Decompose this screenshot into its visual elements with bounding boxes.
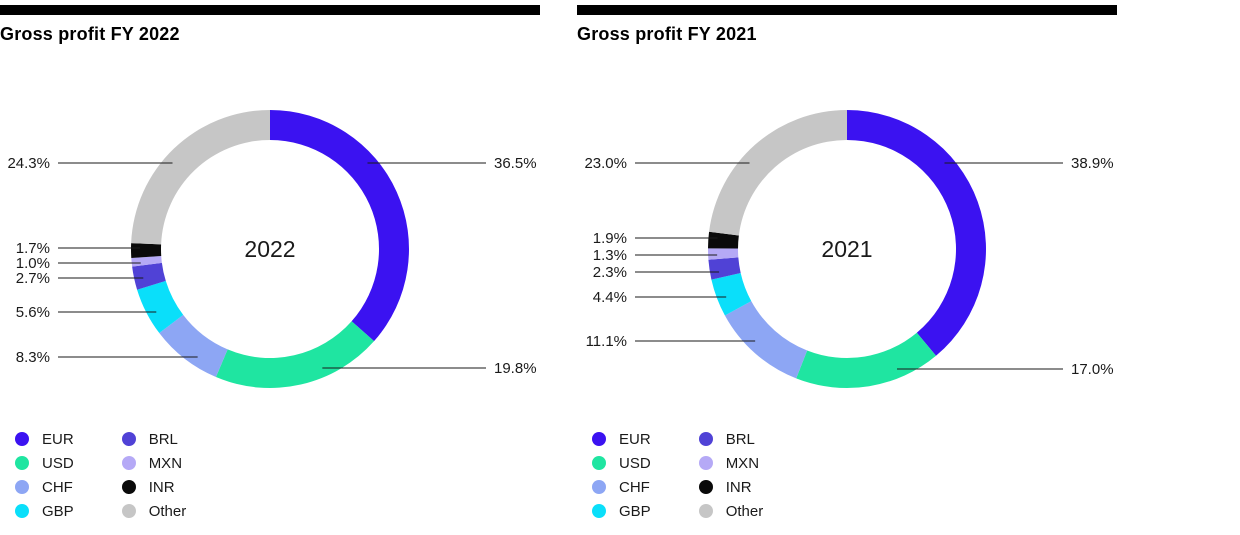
legend-item-gbp: GBP (15, 499, 74, 523)
slice-eur (847, 110, 986, 356)
legend-item-brl: BRL (698, 427, 764, 451)
legend-item-other: Other (698, 499, 764, 523)
legend-item-mxn: MXN (698, 451, 764, 475)
center-year-label: 2022 (244, 236, 295, 262)
legend-label-other: Other (148, 502, 187, 520)
legend-fy2021: EUR USD CHF GBP BRL MXN INR Other (592, 427, 763, 523)
legend-item-inr: INR (121, 475, 187, 499)
legend-swatch-inr (698, 480, 713, 494)
slice-brl (708, 257, 741, 280)
slice-chf (724, 301, 808, 379)
percent-label-other: 23.0% (584, 155, 627, 172)
legend-label-usd: USD (42, 454, 74, 472)
legend-item-other: Other (121, 499, 187, 523)
percent-label-usd: 17.0% (1071, 361, 1114, 378)
legend-label-other: Other (725, 502, 764, 520)
legend-swatch-usd (592, 456, 606, 470)
legend-swatch-eur (15, 432, 29, 446)
legend-item-inr: INR (698, 475, 764, 499)
legend-item-chf: CHF (15, 475, 74, 499)
slice-gbp (137, 280, 184, 334)
legend-item-chf: CHF (592, 475, 651, 499)
legend-item-usd: USD (592, 451, 651, 475)
legend-item-usd: USD (15, 451, 74, 475)
percent-label-inr: 1.7% (16, 240, 50, 257)
legend-fy2022: EUR USD CHF GBP BRL MXN INR Other (15, 427, 186, 523)
slice-usd (796, 332, 937, 388)
percent-label-other: 24.3% (7, 155, 50, 172)
legend-swatch-gbp (592, 504, 606, 518)
slice-mxn (707, 248, 739, 260)
slice-brl (132, 262, 166, 290)
legend-item-eur: EUR (592, 427, 651, 451)
percent-label-gbp: 5.6% (16, 304, 50, 321)
legend-label-chf: CHF (619, 478, 650, 496)
legend-item-brl: BRL (121, 427, 187, 451)
chart-block-fy2022: Gross profit FY 2022 36.5% 19.8% 8.3% 5.6% 2… (0, 0, 540, 535)
donut-chart-fy2021: 38.9% 17.0% 11.1% 4.4% 2.3%1.3%1.9% 23.0% 2021 (584, 110, 1114, 388)
slice-other (709, 110, 847, 236)
legend-swatch-brl (698, 432, 713, 446)
slice-other (131, 110, 270, 245)
chart-title-fy2022: Gross profit FY 2022 (0, 24, 180, 44)
legend-label-eur: EUR (619, 430, 651, 448)
percent-label-brl: 2.3% (593, 264, 627, 281)
legend-label-gbp: GBP (619, 502, 651, 520)
percent-label-eur: 38.9% (1071, 155, 1114, 172)
percent-label-gbp: 4.4% (593, 289, 627, 306)
center-year-label: 2021 (821, 236, 872, 262)
percent-label-brl: 2.7% (16, 270, 50, 287)
percent-label-mxn: 1.0% (16, 255, 50, 272)
legend-item-eur: EUR (15, 427, 74, 451)
legend-swatch-gbp (15, 504, 29, 518)
slice-inr (708, 231, 739, 249)
legend-swatch-chf (592, 480, 606, 494)
slice-eur (270, 110, 409, 342)
legend-swatch-usd (15, 456, 29, 470)
legend-label-chf: CHF (42, 478, 73, 496)
chart-title-fy2021: Gross profit FY 2021 (577, 24, 757, 44)
slice-chf (159, 314, 228, 378)
percent-label-inr: 1.9% (593, 230, 627, 247)
legend-label-mxn: MXN (148, 454, 183, 472)
percent-label-chf: 11.1% (586, 333, 627, 350)
chart-block-fy2021: Gross profit FY 2021 38.9% 17.0% 11.1% 4.4%… (577, 0, 1117, 535)
percent-label-eur: 36.5% (494, 155, 537, 172)
legend-label-brl: BRL (148, 430, 178, 448)
slice-mxn (131, 256, 162, 267)
legend-swatch-mxn (698, 456, 713, 470)
legend-label-gbp: GBP (42, 502, 74, 520)
legend-label-brl: BRL (725, 430, 755, 448)
divider-bar (0, 5, 540, 15)
legend-swatch-inr (121, 480, 136, 494)
legend-item-mxn: MXN (121, 451, 187, 475)
legend-swatch-eur (592, 432, 606, 446)
percent-label-chf: 8.3% (16, 349, 50, 366)
divider-bar (577, 5, 1117, 15)
legend-swatch-other (698, 504, 713, 518)
percent-label-usd: 19.8% (494, 360, 537, 377)
slice-gbp (711, 272, 752, 316)
legend-label-usd: USD (619, 454, 651, 472)
slice-usd (215, 321, 375, 388)
legend-item-gbp: GBP (592, 499, 651, 523)
legend-swatch-mxn (121, 456, 136, 470)
legend-label-inr: INR (148, 478, 175, 496)
legend-label-inr: INR (725, 478, 752, 496)
slice-inr (131, 243, 162, 258)
legend-swatch-other (121, 504, 136, 518)
donut-chart-fy2022: 36.5% 19.8% 8.3% 5.6% 2.7%1.0%1.7% 24.3% 2022 (7, 110, 537, 388)
legend-swatch-chf (15, 480, 29, 494)
legend-label-mxn: MXN (725, 454, 760, 472)
percent-label-mxn: 1.3% (593, 247, 627, 264)
legend-label-eur: EUR (42, 430, 74, 448)
legend-swatch-brl (121, 432, 136, 446)
